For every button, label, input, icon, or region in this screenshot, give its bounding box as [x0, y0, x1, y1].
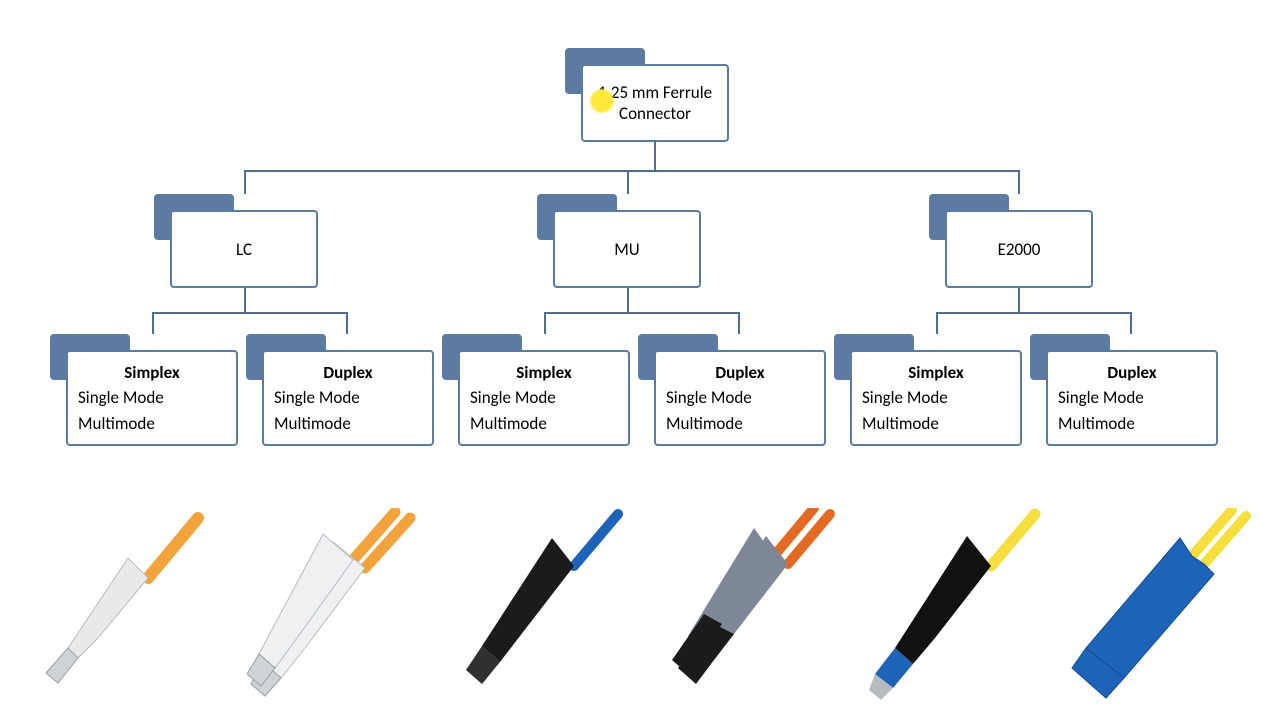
- leaf-title: Simplex: [862, 360, 1010, 386]
- branch-mu: MU: [553, 210, 701, 288]
- leaf-e2000-duplex: Duplex Single Mode Multimode: [1046, 350, 1218, 446]
- branch-label: MU: [614, 239, 639, 260]
- leaf-line: Single Mode: [666, 385, 752, 411]
- branch-tab: [154, 194, 234, 240]
- branch-tab: [929, 194, 1009, 240]
- line: [244, 170, 1020, 172]
- branch-label: LC: [236, 239, 252, 260]
- line: [627, 288, 629, 312]
- leaf-line: Single Mode: [862, 385, 948, 411]
- mu-duplex-photo: [648, 508, 838, 708]
- leaf-line: Multimode: [666, 411, 743, 437]
- line: [1018, 170, 1020, 194]
- leaf-line: Multimode: [862, 411, 939, 437]
- branch-tab: [537, 194, 617, 240]
- leaf-title: Simplex: [470, 360, 618, 386]
- leaf-title: Duplex: [274, 360, 422, 386]
- leaf-line: Multimode: [1058, 411, 1135, 437]
- line: [346, 312, 348, 334]
- line: [627, 170, 629, 194]
- line: [738, 312, 740, 334]
- leaf-line: Single Mode: [1058, 385, 1144, 411]
- leaf-lc-simplex: Simplex Single Mode Multimode: [66, 350, 238, 446]
- leaf-lc-duplex: Duplex Single Mode Multimode: [262, 350, 434, 446]
- line: [654, 142, 656, 170]
- line: [936, 312, 938, 334]
- leaf-line: Multimode: [78, 411, 155, 437]
- line: [1130, 312, 1132, 334]
- leaf-title: Duplex: [666, 360, 814, 386]
- hierarchy-tree: 1.25 mm Ferrule Connector LC MU E2000 Si…: [0, 0, 1280, 460]
- leaf-line: Single Mode: [470, 385, 556, 411]
- branch-e2000: E2000: [945, 210, 1093, 288]
- root-label-line2: Connector: [619, 103, 691, 124]
- line: [152, 312, 348, 314]
- leaf-mu-simplex: Simplex Single Mode Multimode: [458, 350, 630, 446]
- line: [244, 288, 246, 312]
- cursor-highlight: [589, 88, 615, 114]
- leaf-line: Single Mode: [274, 385, 360, 411]
- branch-lc: LC: [170, 210, 318, 288]
- leaf-e2000-simplex: Simplex Single Mode Multimode: [850, 350, 1022, 446]
- e2000-simplex-photo: [855, 508, 1045, 708]
- leaf-title: Simplex: [78, 360, 226, 386]
- leaf-title: Duplex: [1058, 360, 1206, 386]
- leaf-mu-duplex: Duplex Single Mode Multimode: [654, 350, 826, 446]
- line: [544, 312, 740, 314]
- leaf-line: Multimode: [470, 411, 547, 437]
- mu-simplex-photo: [442, 508, 632, 708]
- lc-duplex-photo: [235, 508, 425, 708]
- e2000-duplex-photo: [1062, 508, 1252, 708]
- leaf-line: Multimode: [274, 411, 351, 437]
- root-node: 1.25 mm Ferrule Connector: [581, 64, 729, 142]
- branch-label: E2000: [998, 239, 1041, 260]
- leaf-line: Single Mode: [78, 385, 164, 411]
- root-label-line1: 1.25 mm Ferrule: [598, 82, 712, 103]
- line: [936, 312, 1132, 314]
- line: [1018, 288, 1020, 312]
- connector-photos-row: [0, 488, 1280, 708]
- line: [152, 312, 154, 334]
- line: [244, 170, 246, 194]
- lc-simplex-photo: [28, 508, 218, 708]
- line: [544, 312, 546, 334]
